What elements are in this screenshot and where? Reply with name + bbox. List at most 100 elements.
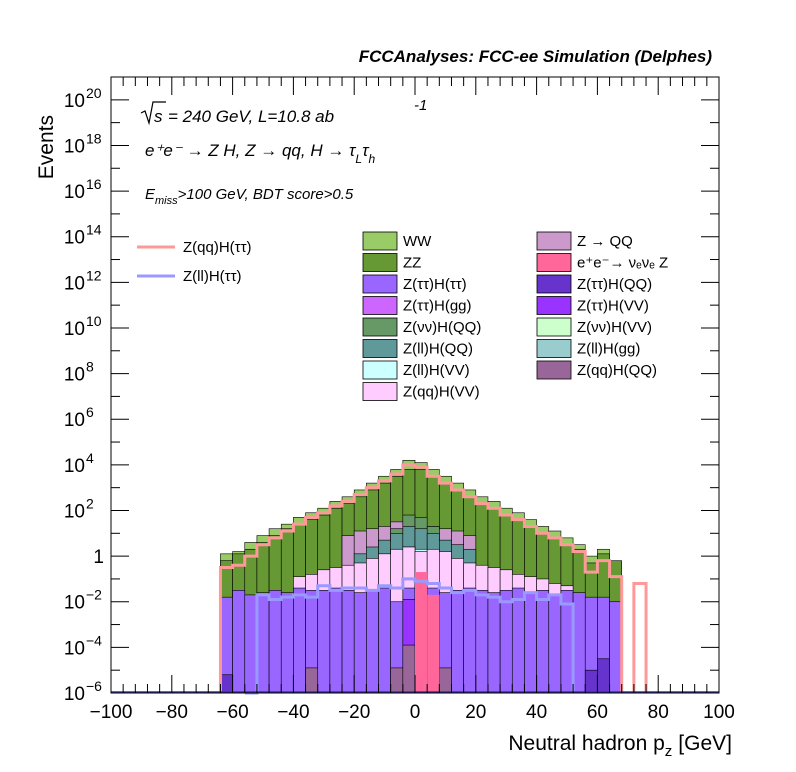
histogram-bar [353, 592, 367, 694]
legend-label: ZZ [403, 255, 421, 272]
sqrt-sign [140, 101, 166, 126]
legend-label: WW [403, 233, 432, 250]
legend-swatch [536, 231, 572, 251]
histogram-bar [511, 587, 525, 694]
y-tick-label: 1 [93, 547, 104, 568]
histogram-bar [415, 572, 428, 693]
histogram-bar [256, 592, 270, 694]
y-tick-label: 10 [64, 319, 85, 340]
x-tick-label: 80 [648, 702, 669, 723]
y-tick-label: 10 [64, 228, 85, 249]
legend-swatch [362, 317, 398, 337]
histogram-bar [439, 667, 452, 694]
energy-annotation: s = 240 GeV, L=10.8 ab -1 [140, 97, 427, 126]
histogram-bar [572, 592, 586, 694]
histogram-bar [427, 594, 440, 693]
y-tick-label: 10 [64, 456, 85, 477]
x-tick-label: 60 [587, 702, 608, 723]
histogram-bar [244, 594, 258, 694]
histogram-bar [487, 592, 501, 694]
legend-swatch [362, 382, 398, 401]
x-tick-label: 20 [465, 702, 486, 723]
y-tick-label: 10 [64, 91, 85, 112]
y-tick-exponent: 20 [86, 85, 102, 101]
series-line [244, 577, 575, 695]
histogram-bar [329, 587, 343, 694]
cut-annotation: Emiss>100 GeV, BDT score>0.5 [145, 186, 354, 207]
histogram-bar [232, 590, 246, 694]
x-tick-label: 0 [410, 702, 421, 723]
y-tick-exponent: 14 [86, 222, 102, 238]
x-tick-label: −80 [156, 702, 188, 723]
legend-swatch [362, 339, 398, 358]
x-axis-label: Neutral hadron pz [GeV] [508, 732, 732, 760]
legend-label: Z(ττ)H(QQ) [577, 276, 652, 293]
legend-label: Z(ll)H(gg) [577, 341, 640, 358]
y-tick-exponent: 16 [86, 176, 102, 192]
x-tick-label: 100 [703, 702, 735, 723]
legend-label: Z(νν)H(QQ) [403, 319, 481, 336]
histogram-bar [524, 592, 537, 694]
y-tick-exponent: 2 [86, 495, 94, 511]
chart-title: FCCAnalyses: FCC-ee Simulation (Delphes) [359, 47, 713, 66]
y-tick-exponent: −6 [86, 678, 102, 694]
histogram-bar [402, 644, 416, 694]
legend: Z(qq)H(ττ) Z(ll)H(ττ) WW ZZ Z(ττ)H(ττ) Z(ττ)H… [137, 231, 668, 401]
legend-swatch [536, 317, 572, 337]
histogram-bar [220, 674, 233, 694]
y-tick-label: 10 [64, 273, 85, 294]
y-axis-label: Events [35, 115, 58, 179]
histogram-bar [378, 587, 391, 694]
histogram-bar [475, 590, 489, 694]
x-tick-label: 40 [526, 702, 547, 723]
y-tick-exponent: 10 [86, 313, 102, 329]
legend-swatch [362, 296, 398, 315]
lumi-exponent: -1 [414, 97, 427, 114]
legend-label: Z(νν)H(VV) [577, 319, 652, 336]
y-tick-label: 10 [64, 684, 85, 705]
legend-label: Z(ll)H(ττ) [183, 268, 242, 285]
legend-label: Z(qq)H(QQ) [577, 362, 657, 379]
histogram-bar [560, 590, 574, 694]
x-tick-label: −20 [338, 702, 370, 723]
histogram-bar [463, 587, 477, 694]
x-tick-label: −40 [277, 702, 309, 723]
process-annotation: e⁺e⁻ → Z H, Z → qq, H → τLτh [145, 141, 375, 166]
y-tick-label: 10 [64, 593, 85, 614]
legend-swatch [536, 274, 572, 294]
legend-swatch [362, 231, 398, 251]
histogram-bar [305, 667, 319, 694]
legend-label: Z(ll)H(VV) [403, 362, 470, 379]
legend-swatch [536, 296, 572, 315]
legend-label: Z(ττ)H(gg) [403, 298, 472, 315]
histogram-bar [548, 594, 562, 694]
legend-swatch [362, 360, 398, 380]
histogram-bar [341, 590, 355, 694]
legend-swatch [362, 253, 398, 272]
histogram-bar [451, 590, 464, 694]
y-tick-label: 10 [64, 136, 85, 157]
y-tick-exponent: 4 [86, 450, 94, 466]
series-line [218, 463, 648, 693]
y-tick-exponent: −4 [86, 632, 102, 648]
y-tick-label: 10 [64, 365, 85, 386]
histogram-bar [293, 587, 306, 694]
histogram-bar [366, 590, 379, 694]
energy-lumi-text: = 240 GeV, L=10.8 ab [168, 107, 334, 126]
y-tick-exponent: 6 [86, 404, 94, 420]
legend-label: Z(qq)H(VV) [403, 384, 480, 401]
legend-label: Z(ττ)H(VV) [577, 298, 649, 315]
histogram-bar [317, 590, 331, 694]
legend-label: Z → QQ [577, 233, 633, 250]
histogram-bar [609, 601, 623, 694]
legend-label: Z(ll)H(QQ) [403, 341, 473, 358]
legend-label: Z(qq)H(ττ) [183, 239, 252, 256]
legend-swatch [536, 253, 572, 272]
y-tick-exponent: −2 [86, 587, 102, 603]
y-tick-label: 10 [64, 410, 85, 431]
histogram-bar [499, 590, 513, 694]
y-tick-exponent: 8 [86, 359, 94, 375]
histogram-bar [597, 658, 610, 694]
histogram-bar [280, 592, 294, 694]
